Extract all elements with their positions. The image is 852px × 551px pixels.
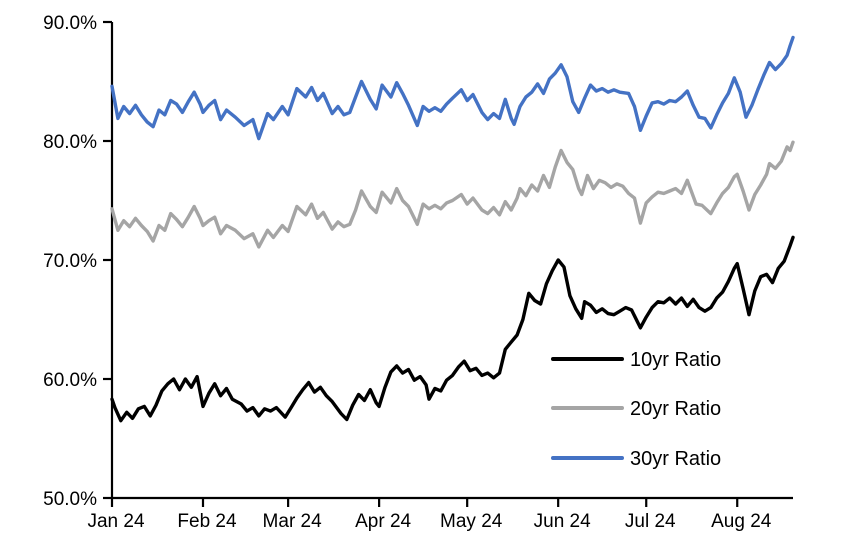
x-tick-label: Aug 24	[711, 511, 772, 532]
y-tick-label: 90.0%	[43, 13, 97, 34]
y-axis-ticks: 90.0% 80.0% 70.0% 60.0% 50.0%	[43, 13, 112, 510]
y-tick-label: 70.0%	[43, 251, 97, 272]
axes	[110, 22, 793, 500]
y-tick-label: 50.0%	[43, 489, 97, 510]
legend-label-10yr-ratio: 10yr Ratio	[630, 349, 721, 371]
series-line-20yr-ratio	[110, 140, 795, 249]
legend-label-30yr-ratio: 30yr Ratio	[630, 448, 721, 470]
series-line-10yr-ratio	[110, 235, 795, 423]
x-tick-label: May 24	[440, 511, 503, 532]
y-tick-label: 60.0%	[43, 370, 97, 391]
y-tick-label: 80.0%	[43, 132, 97, 153]
x-tick-label: Jul 24	[625, 511, 676, 532]
legend: 10yr Ratio 20yr Ratio 30yr Ratio	[551, 349, 721, 470]
x-axis-ticks: Jan 24 Feb 24 Mar 24 Apr 24 May 24 Jun 24 Jul …	[87, 498, 772, 532]
x-tick-label: Apr 24	[355, 511, 411, 532]
series-lines	[110, 35, 795, 423]
series-line-30yr-ratio	[110, 35, 795, 141]
legend-label-20yr-ratio: 20yr Ratio	[630, 398, 721, 420]
x-tick-label: Jan 24	[87, 511, 144, 532]
x-tick-label: Feb 24	[177, 511, 237, 532]
x-tick-label: Mar 24	[263, 511, 323, 532]
x-tick-label: Jun 24	[534, 511, 591, 532]
